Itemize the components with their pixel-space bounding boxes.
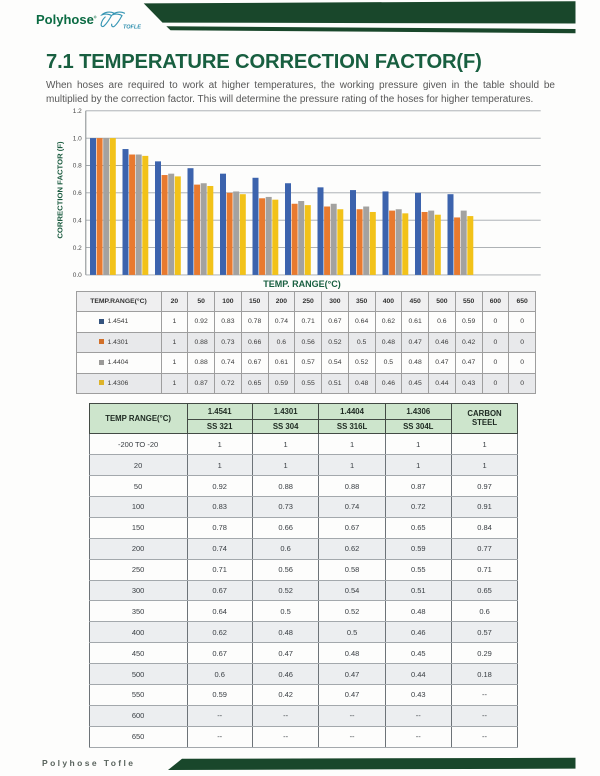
svg-text:TEMP. RANGE(°C): TEMP. RANGE(°C) bbox=[263, 279, 340, 289]
svg-text:1.2: 1.2 bbox=[73, 108, 82, 115]
svg-text:0.0: 0.0 bbox=[73, 272, 82, 279]
svg-text:0.4: 0.4 bbox=[73, 217, 82, 224]
svg-text:CORRECTION FACTOR (F): CORRECTION FACTOR (F) bbox=[56, 141, 65, 239]
svg-text:0.2: 0.2 bbox=[73, 245, 82, 252]
svg-text:1.0: 1.0 bbox=[73, 135, 82, 142]
svg-text:0.8: 0.8 bbox=[73, 163, 82, 170]
svg-text:0.6: 0.6 bbox=[73, 190, 82, 197]
svg-text:TOFLE: TOFLE bbox=[123, 25, 141, 31]
